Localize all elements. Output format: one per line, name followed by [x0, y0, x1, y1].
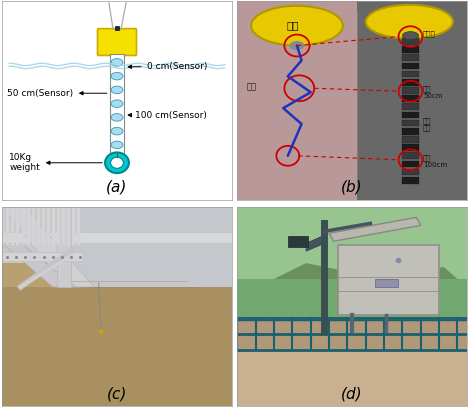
Text: (a): (a)	[106, 179, 128, 195]
Bar	[402, 46, 418, 53]
Text: 0 cm(Sensor): 0 cm(Sensor)	[128, 62, 207, 71]
Bar	[71, 208, 232, 287]
Text: 수표면: 수표면	[423, 30, 436, 37]
FancyBboxPatch shape	[98, 28, 136, 55]
Bar	[2, 263, 232, 406]
Bar	[402, 153, 418, 159]
Text: 수심
50cm: 수심 50cm	[423, 85, 443, 99]
Bar	[356, 1, 467, 199]
Ellipse shape	[111, 72, 123, 80]
Bar	[2, 232, 232, 243]
Text: 센서: 센서	[247, 83, 257, 92]
Polygon shape	[2, 208, 94, 287]
Ellipse shape	[111, 141, 123, 149]
Bar	[402, 169, 418, 175]
Circle shape	[111, 157, 123, 168]
Ellipse shape	[111, 100, 123, 107]
Bar	[402, 95, 418, 102]
Text: 부이: 부이	[286, 20, 299, 30]
Polygon shape	[306, 235, 325, 251]
Bar	[375, 279, 398, 287]
Text: 100 cm(Sensor): 100 cm(Sensor)	[128, 111, 207, 120]
Bar	[402, 63, 418, 69]
Text: 센서
홀더: 센서 홀더	[423, 117, 431, 131]
Bar	[237, 1, 356, 199]
Bar	[402, 103, 418, 110]
Bar	[237, 208, 467, 317]
Bar	[338, 245, 439, 315]
Text: 수심
100cm: 수심 100cm	[423, 154, 447, 168]
Bar	[2, 263, 232, 287]
Bar	[402, 128, 418, 135]
Ellipse shape	[402, 32, 418, 39]
Bar	[402, 71, 418, 77]
Bar	[402, 87, 418, 94]
Text: 50 cm(Sensor): 50 cm(Sensor)	[7, 89, 107, 98]
Ellipse shape	[251, 6, 343, 46]
Bar	[237, 279, 467, 323]
Bar	[237, 350, 467, 406]
Bar	[2, 252, 83, 261]
Text: (b): (b)	[341, 179, 363, 195]
Bar	[57, 208, 71, 287]
Bar	[402, 161, 418, 167]
Text: 10Kg
weight: 10Kg weight	[9, 153, 102, 173]
Circle shape	[105, 153, 129, 173]
Bar	[110, 55, 124, 153]
Polygon shape	[2, 243, 76, 287]
Ellipse shape	[111, 114, 123, 121]
Bar	[402, 120, 418, 127]
Bar	[402, 177, 418, 184]
Ellipse shape	[289, 41, 304, 50]
Bar	[402, 136, 418, 143]
Ellipse shape	[111, 86, 123, 94]
Bar	[288, 236, 309, 247]
Bar	[402, 55, 418, 61]
Bar	[237, 318, 467, 350]
Bar	[402, 144, 418, 151]
Bar	[402, 79, 418, 85]
Text: (d): (d)	[341, 386, 363, 401]
Bar	[402, 112, 418, 118]
Polygon shape	[329, 217, 421, 241]
Ellipse shape	[366, 5, 453, 39]
Bar	[115, 26, 119, 30]
Text: (c): (c)	[107, 386, 127, 401]
Polygon shape	[237, 263, 467, 317]
Ellipse shape	[111, 127, 123, 135]
Bar	[402, 38, 418, 45]
Ellipse shape	[111, 59, 123, 66]
